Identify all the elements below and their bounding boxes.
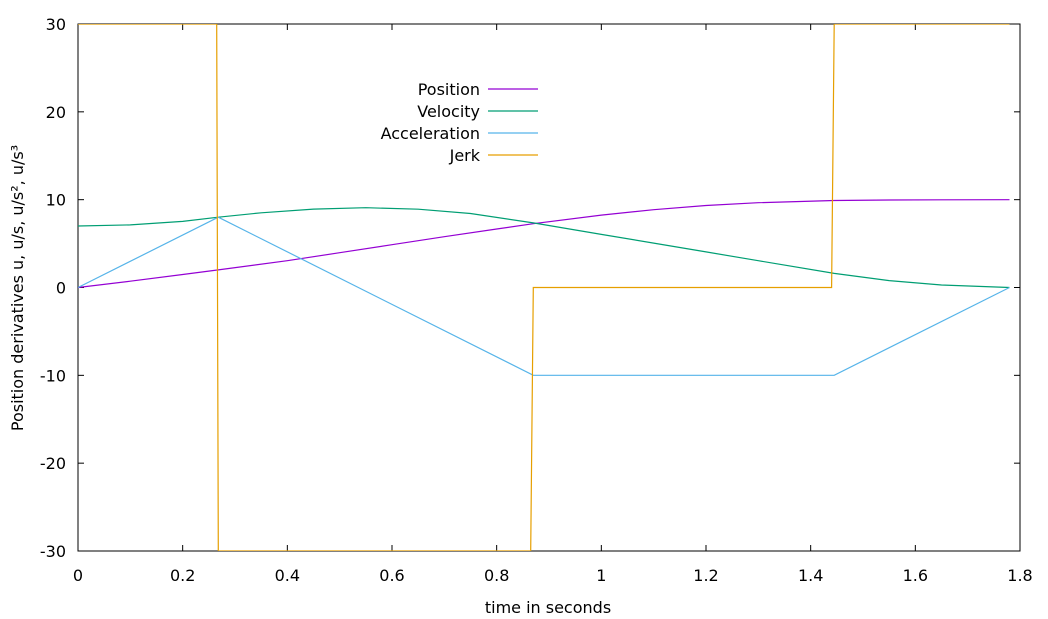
legend-label-jerk: Jerk <box>449 146 481 165</box>
x-tick-label: 1.6 <box>903 566 928 585</box>
x-tick-label: 1.2 <box>693 566 718 585</box>
y-axis-label: Position derivatives u, u/s, u/s², u/s³ <box>8 145 27 431</box>
x-tick-label: 0.4 <box>275 566 300 585</box>
y-tick-label: 0 <box>56 279 66 298</box>
series-lines <box>78 24 1010 551</box>
y-tick-label: 10 <box>46 191 66 210</box>
y-tick-label: 30 <box>46 15 66 34</box>
series-line-position <box>78 199 1010 289</box>
x-tick-label: 1.8 <box>1007 566 1032 585</box>
y-tick-label: -30 <box>40 542 66 561</box>
legend-label-acceleration: Acceleration <box>381 124 480 143</box>
x-axis-label: time in seconds <box>485 598 611 617</box>
x-tick-label: 0.8 <box>484 566 509 585</box>
x-tick-label: 0.2 <box>170 566 195 585</box>
legend-label-velocity: Velocity <box>417 102 480 121</box>
series-line-jerk <box>78 24 1010 551</box>
axis-ticks: 0 0.2 0.4 0.6 0.8 1 1.2 1.4 1.6 1.8 30 20 10 0 -10 -20 -… <box>40 15 1033 585</box>
x-tick-label: 1 <box>596 566 606 585</box>
series-line-acceleration <box>78 216 1010 376</box>
y-tick-label: -20 <box>40 454 66 473</box>
legend: Position Velocity Acceleration Jerk <box>381 80 538 165</box>
y-tick-label: 20 <box>46 103 66 122</box>
series-line-velocity <box>78 207 1010 289</box>
x-tick-label: 0 <box>73 566 83 585</box>
y-tick-label: -10 <box>40 366 66 385</box>
x-tick-label: 1.4 <box>798 566 823 585</box>
x-tick-label: 0.6 <box>379 566 404 585</box>
legend-label-position: Position <box>418 80 480 99</box>
